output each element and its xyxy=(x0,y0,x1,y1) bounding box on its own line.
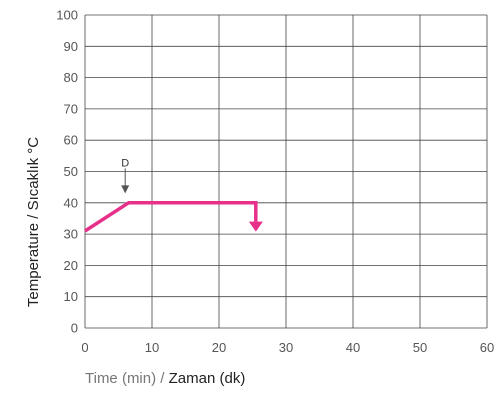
x-tick-label: 50 xyxy=(413,340,427,355)
x-tick-label: 30 xyxy=(279,340,293,355)
y-tick-label: 20 xyxy=(64,258,78,273)
y-tick-label: 0 xyxy=(71,321,78,336)
y-axis-label: Temperature / Sıcaklık °C xyxy=(25,137,42,307)
y-tick-label: 60 xyxy=(64,133,78,148)
y-tick-label: 40 xyxy=(64,195,78,210)
annotation-arrow-head xyxy=(121,185,130,194)
y-tick-label: 100 xyxy=(56,8,78,23)
x-tick-labels: 0 10 20 30 40 50 60 xyxy=(81,340,494,355)
x-tick-label: 60 xyxy=(480,340,494,355)
annotations: D xyxy=(121,157,130,194)
x-axis-label: Time (min) / Zaman (dk) xyxy=(85,370,245,387)
x-tick-label: 20 xyxy=(212,340,226,355)
annotation-label: D xyxy=(121,157,129,169)
y-tick-label: 10 xyxy=(64,289,78,304)
x-axis-label-en: Time (min) xyxy=(85,370,156,387)
x-tick-label: 0 xyxy=(81,340,88,355)
series-layer xyxy=(84,201,263,233)
x-axis-label-tr: Zaman (dk) xyxy=(169,370,246,387)
y-tick-labels: 0 10 20 30 40 50 60 70 80 90 100 xyxy=(56,8,78,336)
y-tick-label: 50 xyxy=(64,164,78,179)
series-end-arrow xyxy=(248,221,263,232)
y-tick-label: 30 xyxy=(64,227,78,242)
x-tick-label: 40 xyxy=(346,340,360,355)
y-tick-label: 90 xyxy=(64,39,78,54)
grid xyxy=(84,14,488,329)
series-line xyxy=(84,201,258,233)
x-axis-label-separator: / xyxy=(156,370,169,387)
x-tick-label: 10 xyxy=(145,340,159,355)
y-tick-label: 70 xyxy=(64,101,78,116)
y-tick-label: 80 xyxy=(64,70,78,85)
